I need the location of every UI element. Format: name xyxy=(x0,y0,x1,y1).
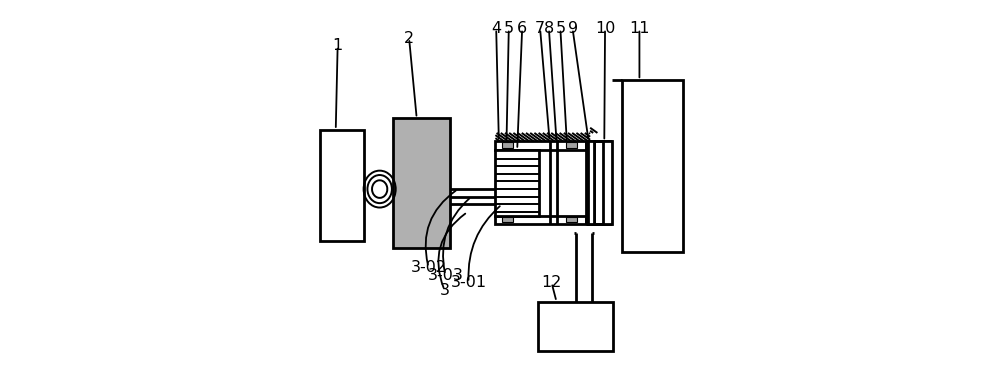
Text: 2: 2 xyxy=(404,31,414,46)
Text: 5: 5 xyxy=(555,21,565,36)
Bar xyxy=(393,118,450,248)
Text: 5: 5 xyxy=(504,21,514,36)
Bar xyxy=(502,142,513,148)
Bar xyxy=(495,216,586,224)
Bar xyxy=(622,80,683,252)
Text: 3-03: 3-03 xyxy=(427,267,463,283)
Text: 1: 1 xyxy=(333,38,343,53)
Bar xyxy=(588,141,594,224)
Text: 10: 10 xyxy=(595,21,615,36)
Bar xyxy=(495,141,586,150)
Bar xyxy=(502,217,513,222)
Text: 3-02: 3-02 xyxy=(411,260,447,275)
Text: 7: 7 xyxy=(535,21,545,36)
Bar xyxy=(566,217,577,222)
Text: 11: 11 xyxy=(629,21,650,36)
Text: 3-01: 3-01 xyxy=(451,275,487,290)
Text: 3: 3 xyxy=(440,283,450,298)
Bar xyxy=(538,302,613,351)
Bar xyxy=(566,142,577,148)
Text: 6: 6 xyxy=(517,21,527,36)
Bar xyxy=(320,130,364,241)
Bar xyxy=(495,150,539,216)
Text: 12: 12 xyxy=(541,275,562,290)
Text: 8: 8 xyxy=(544,21,554,36)
Text: 4: 4 xyxy=(491,21,501,36)
Bar xyxy=(603,141,612,224)
Text: 9: 9 xyxy=(568,21,578,36)
